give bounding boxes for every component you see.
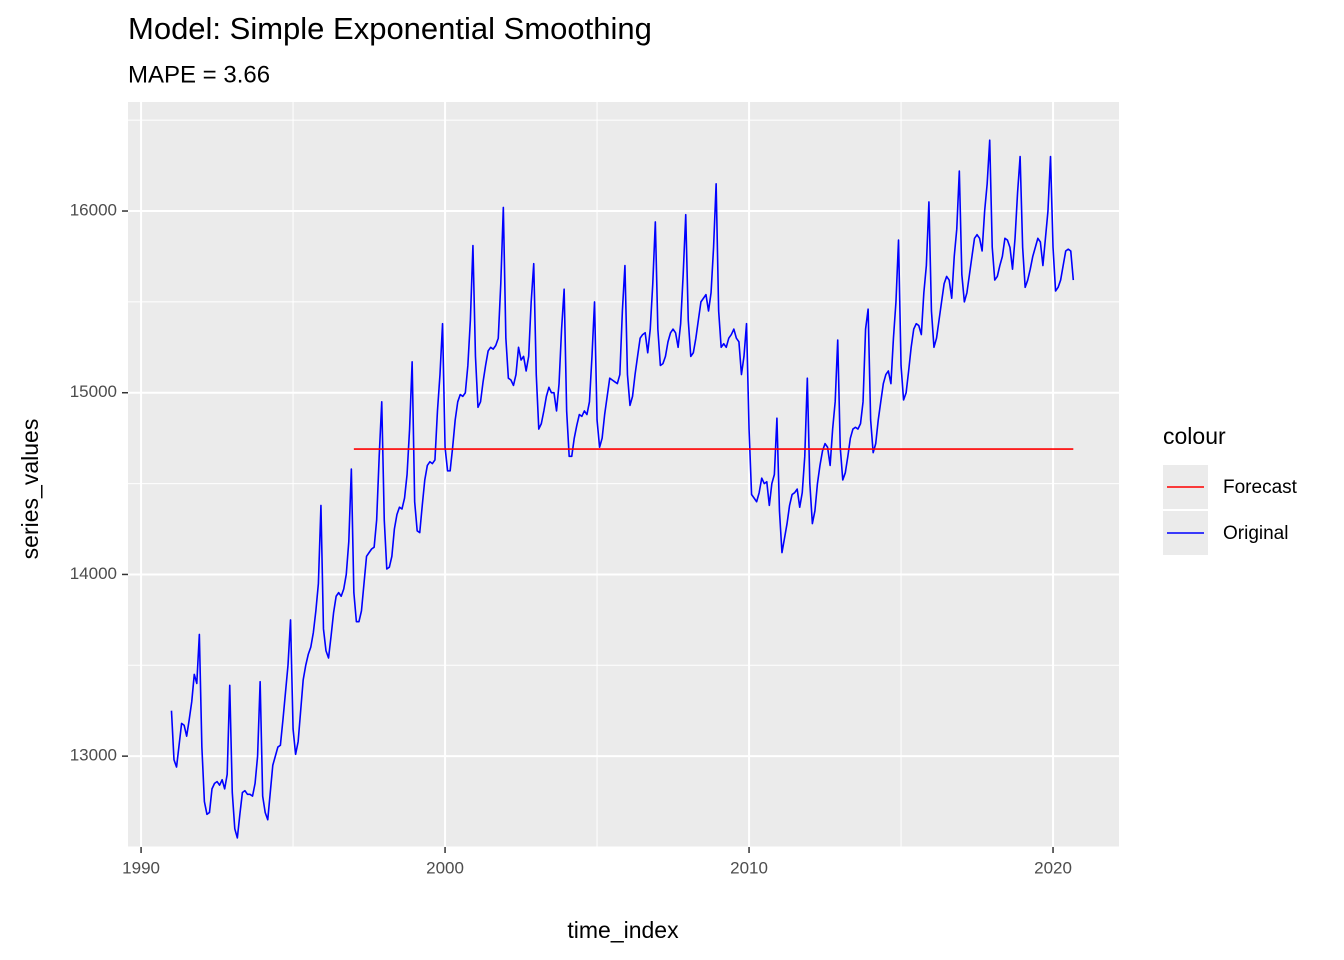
- y-tick-label: 13000: [70, 746, 117, 765]
- legend-label: Original: [1223, 523, 1288, 544]
- legend-label: Forecast: [1223, 477, 1298, 498]
- y-tick-label: 15000: [70, 382, 117, 401]
- y-tick-label: 14000: [70, 564, 117, 583]
- x-axis-label: time_index: [567, 917, 679, 943]
- y-tick-label: 16000: [70, 201, 117, 220]
- x-tick-label: 2020: [1034, 858, 1072, 877]
- chart-title: Model: Simple Exponential Smoothing: [128, 11, 652, 46]
- y-axis-label: series_values: [17, 419, 43, 560]
- x-tick-label: 2000: [426, 858, 464, 877]
- series-line: [170, 139, 1075, 839]
- legend-title: colour: [1163, 423, 1226, 449]
- chart-subtitle: MAPE = 3.66: [128, 61, 270, 88]
- x-tick-label: 1990: [122, 858, 160, 877]
- x-tick-label: 2010: [730, 858, 768, 877]
- plot-panel: [128, 102, 1119, 847]
